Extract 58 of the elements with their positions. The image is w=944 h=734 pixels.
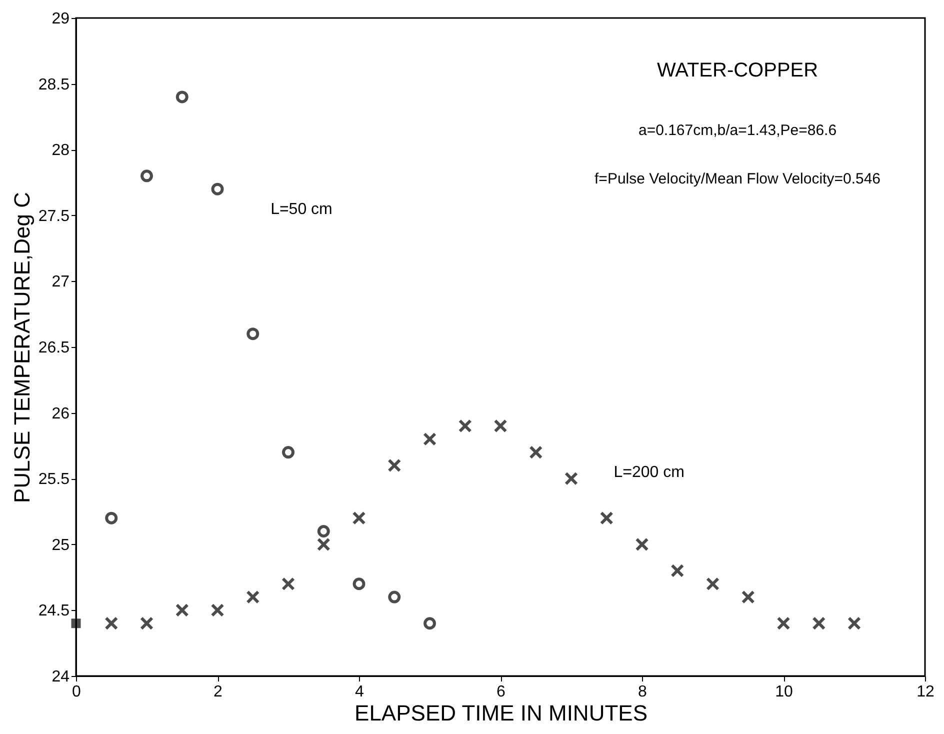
x-tick-label: 0 [72, 684, 82, 700]
x-tick-label: 10 [775, 684, 793, 700]
y-tick-label: 28 [52, 142, 70, 160]
point [600, 511, 614, 525]
point [176, 90, 188, 104]
point [140, 170, 153, 182]
point [317, 525, 330, 538]
y-tick-label: 27.5 [38, 208, 70, 225]
point [282, 577, 295, 591]
point [352, 578, 366, 590]
y-tick-label: 26 [52, 405, 70, 422]
y-tick-label: 25.5 [38, 471, 70, 488]
y-tick-label: 26.5 [38, 340, 70, 356]
point [352, 511, 366, 525]
point [246, 328, 260, 340]
point [316, 538, 330, 552]
y-tick-label: 28.5 [38, 76, 70, 94]
point [71, 618, 81, 628]
point [388, 458, 402, 472]
annotation: L=200 cm [614, 464, 684, 482]
point [706, 577, 720, 591]
x-tick-label: 2 [214, 684, 223, 700]
y-tick-label: 29 [52, 10, 70, 28]
annotation: WATER-COPPER [656, 60, 818, 82]
annotation: L=50 cm [270, 200, 332, 218]
point [388, 590, 401, 604]
point [848, 616, 861, 630]
point [812, 616, 826, 630]
point [282, 446, 294, 459]
point [670, 564, 684, 578]
point [635, 538, 649, 552]
x-tick-label: 8 [638, 684, 648, 700]
point [424, 617, 436, 630]
point [423, 432, 436, 446]
point [564, 472, 578, 486]
point [529, 446, 543, 460]
x-axis-title: ELAPSED TIME IN MINUTES [354, 700, 648, 726]
point [458, 419, 472, 433]
x-tick-label: 4 [355, 684, 364, 700]
x-tick-label: 6 [496, 684, 506, 700]
point [211, 182, 224, 196]
x-tick-label: 12 [916, 684, 934, 700]
y-tick-label: 25 [52, 536, 70, 554]
point [246, 590, 260, 604]
annotation: f=Pulse Velocity/Mean Flow Velocity=0.546 [594, 170, 881, 188]
y-tick-label: 27 [52, 274, 70, 291]
point [494, 419, 508, 433]
point [105, 512, 118, 524]
point [776, 616, 790, 630]
y-tick-label: 24 [52, 668, 70, 686]
point [140, 616, 154, 630]
point [741, 590, 755, 604]
annotation: a=0.167cm,b/a=1.43,Pe=86.6 [638, 122, 837, 139]
y-axis-title: PULSE TEMPERATURE,Deg C [9, 192, 34, 503]
point [175, 603, 189, 617]
point [104, 616, 118, 630]
point [210, 603, 224, 617]
y-tick-label: 24.5 [38, 602, 70, 620]
